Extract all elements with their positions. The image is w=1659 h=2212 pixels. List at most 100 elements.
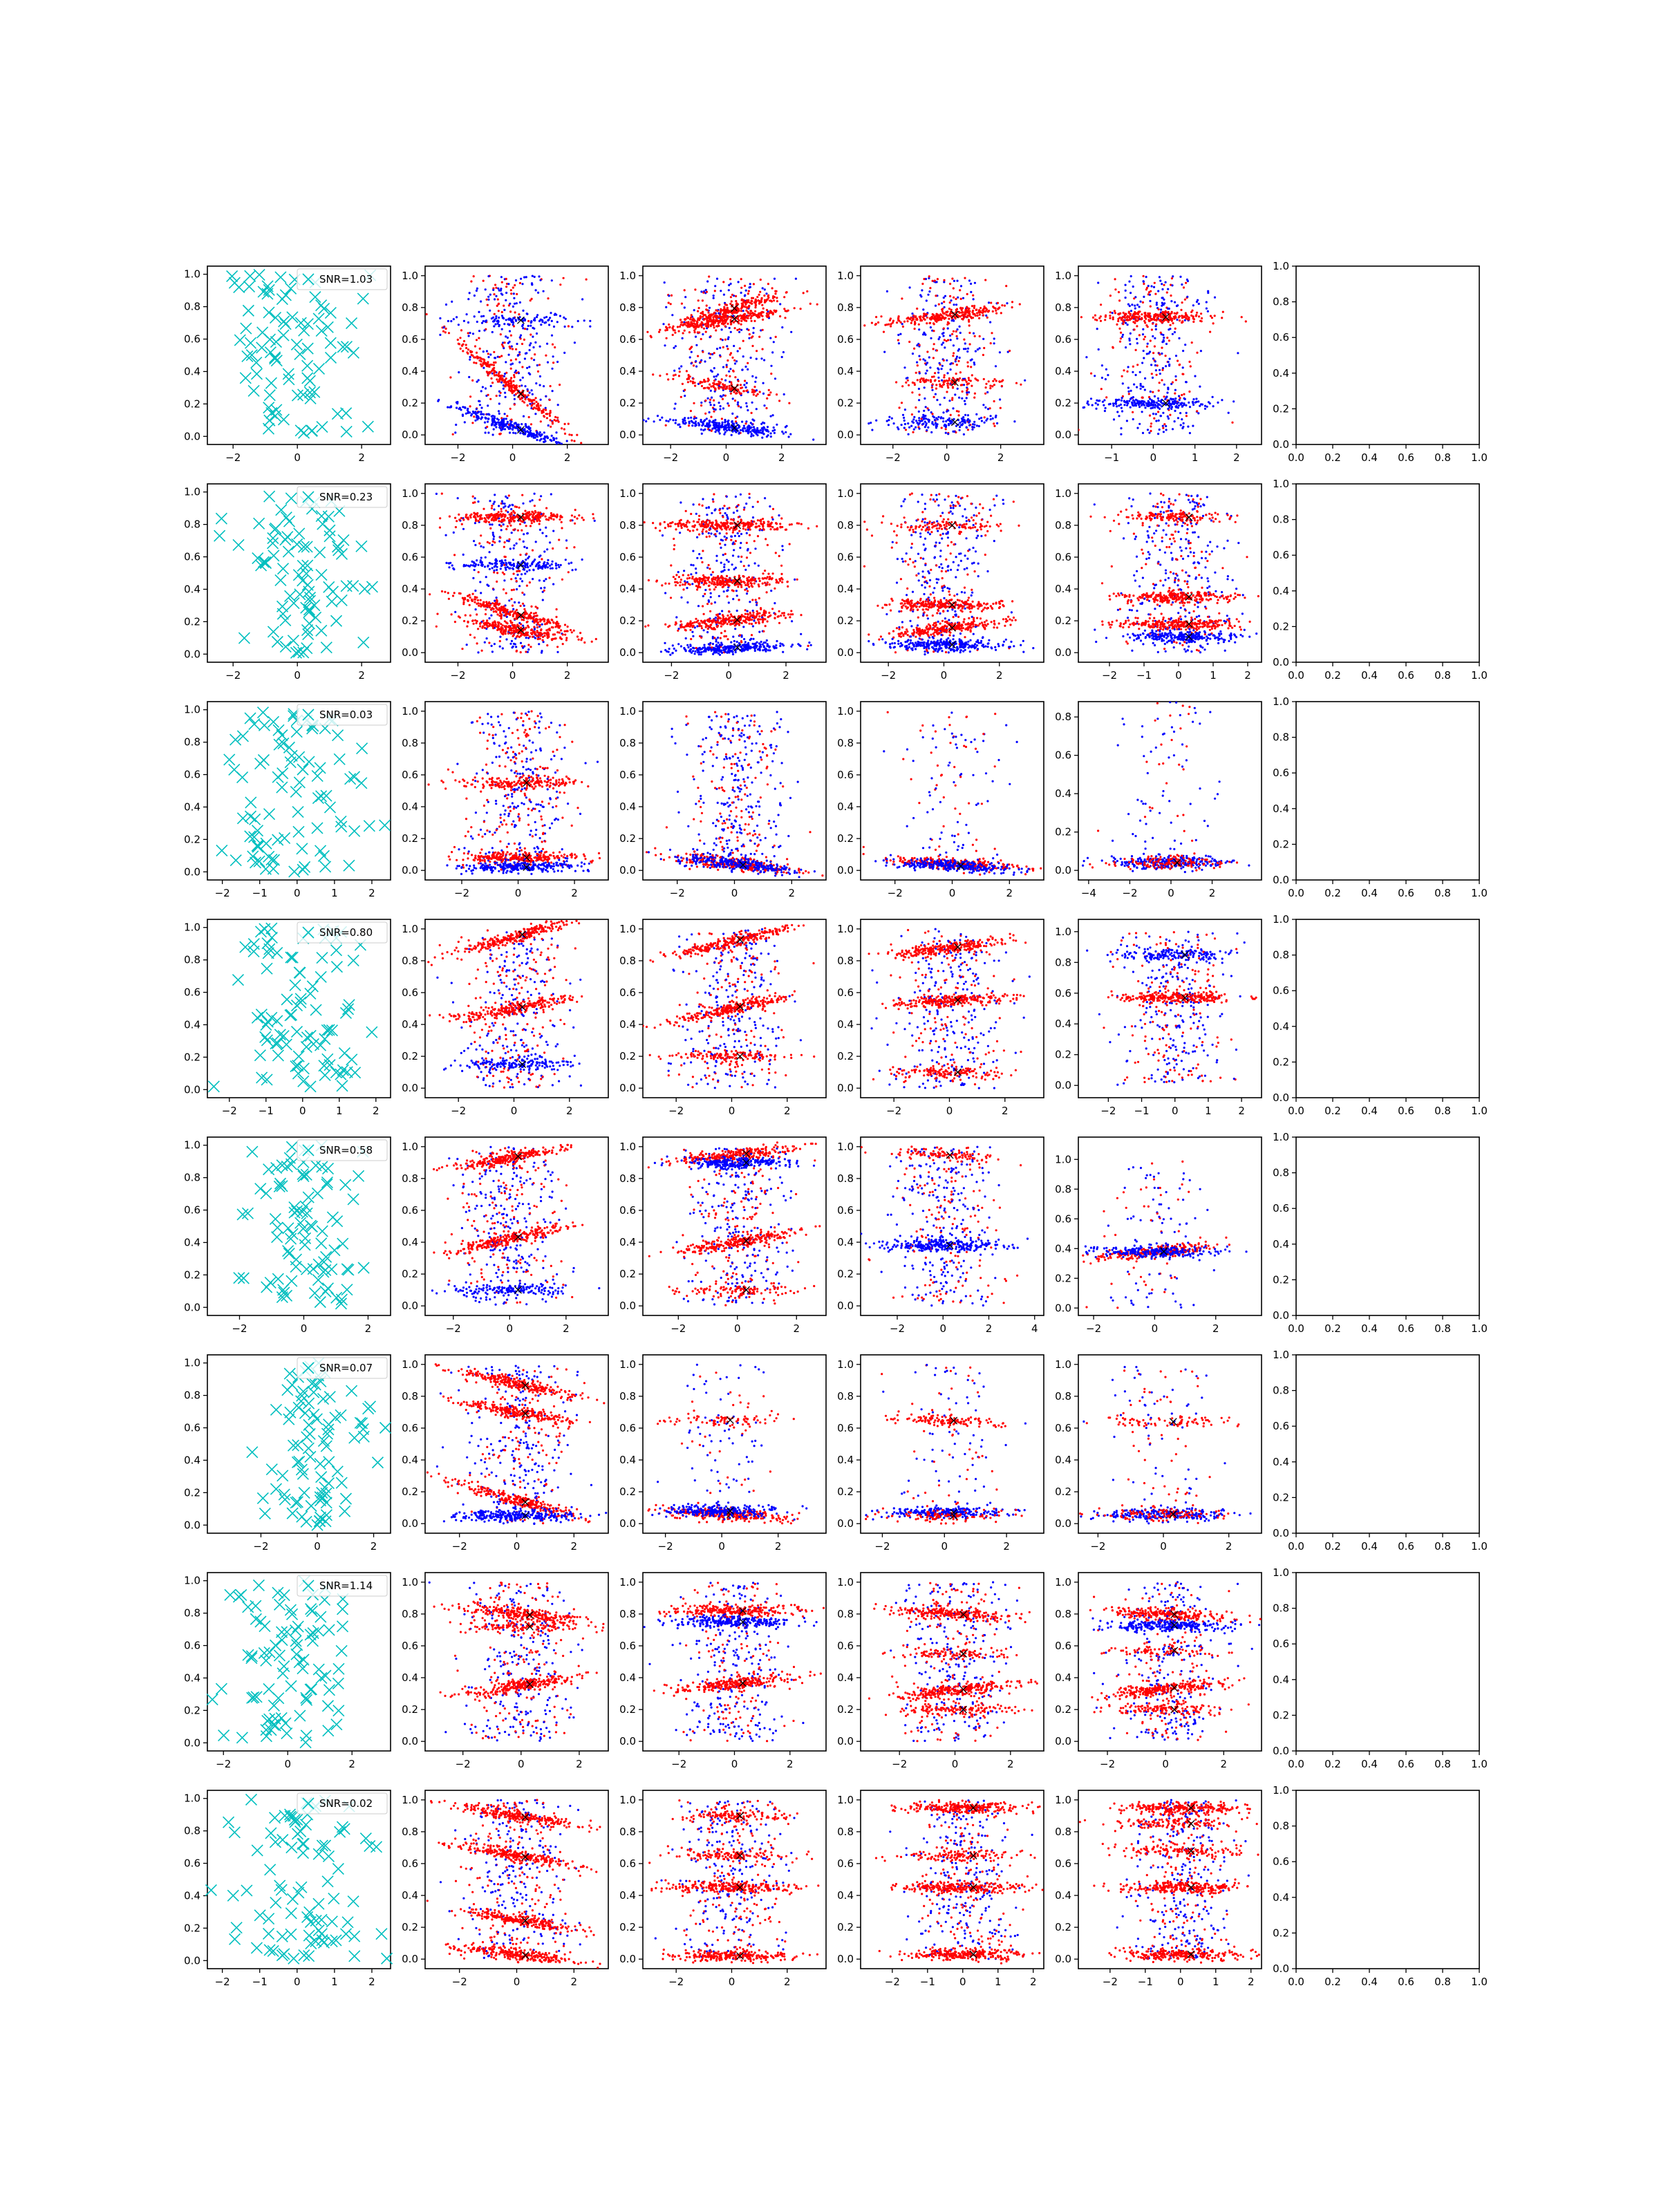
data-point xyxy=(943,306,946,309)
data-point xyxy=(455,423,458,427)
data-point xyxy=(910,316,912,319)
data-point xyxy=(675,419,677,422)
data-point xyxy=(937,415,940,418)
data-point xyxy=(440,492,443,495)
data-point xyxy=(889,317,892,320)
data-point xyxy=(942,411,945,414)
data-point xyxy=(474,419,477,422)
data-point xyxy=(543,620,546,623)
data-point xyxy=(912,418,915,421)
data-point xyxy=(462,406,465,409)
data-point xyxy=(1182,422,1185,425)
data-point xyxy=(499,423,502,426)
legend-label: SNR=0.23 xyxy=(319,491,373,503)
data-point xyxy=(1191,400,1194,403)
data-point xyxy=(928,290,931,293)
data-point xyxy=(492,503,495,505)
data-point xyxy=(922,422,925,425)
data-point xyxy=(1201,317,1203,320)
data-point xyxy=(712,322,715,325)
data-point xyxy=(536,623,539,626)
data-point xyxy=(543,317,546,319)
data-point xyxy=(1165,291,1168,294)
data-point xyxy=(1185,411,1188,415)
data-point xyxy=(750,315,753,318)
data-point xyxy=(945,424,948,427)
data-point xyxy=(505,283,509,285)
data-point xyxy=(548,414,552,418)
data-point xyxy=(1134,321,1136,324)
x-marker xyxy=(279,614,292,626)
data-point xyxy=(770,311,773,315)
data-point xyxy=(531,616,534,619)
data-point xyxy=(476,642,478,645)
data-point xyxy=(740,328,743,331)
data-point xyxy=(812,438,815,441)
data-point xyxy=(491,650,494,653)
x-tick-label: 1 xyxy=(1192,451,1199,464)
data-point xyxy=(937,371,940,374)
data-point xyxy=(742,315,744,317)
data-point xyxy=(730,322,733,325)
data-point xyxy=(682,332,684,335)
x-marker xyxy=(308,386,321,398)
data-point xyxy=(908,384,910,386)
data-point xyxy=(671,333,674,337)
data-point xyxy=(982,337,985,340)
x-tick-label: 2 xyxy=(1233,451,1240,464)
data-point xyxy=(1183,397,1185,400)
data-point xyxy=(746,307,749,310)
data-point xyxy=(514,369,518,372)
data-point xyxy=(1152,404,1155,407)
data-point xyxy=(1161,283,1163,285)
data-point xyxy=(1124,289,1127,292)
data-point xyxy=(1000,312,1002,315)
data-point xyxy=(462,350,465,353)
data-point xyxy=(735,300,738,303)
data-point xyxy=(936,317,939,319)
data-point xyxy=(767,388,770,391)
data-point xyxy=(554,415,557,419)
data-point xyxy=(505,527,508,531)
data-point xyxy=(514,284,516,287)
data-point xyxy=(467,335,470,337)
data-point xyxy=(871,429,874,431)
data-point xyxy=(512,286,514,289)
data-point xyxy=(668,418,672,421)
y-tick-label: 1.0 xyxy=(184,268,200,281)
data-point xyxy=(949,315,952,317)
data-point xyxy=(724,309,727,312)
data-point xyxy=(782,393,785,396)
data-point xyxy=(945,379,948,382)
x-marker xyxy=(252,552,264,565)
data-point xyxy=(468,603,471,606)
data-point xyxy=(718,303,721,306)
data-point xyxy=(512,547,515,550)
data-point xyxy=(918,355,921,357)
data-point xyxy=(1087,403,1090,406)
data-point xyxy=(480,413,482,415)
data-point xyxy=(550,618,553,621)
data-point xyxy=(718,324,720,327)
data-point xyxy=(720,378,723,381)
data-point xyxy=(453,554,456,556)
data-point xyxy=(484,288,487,291)
data-point xyxy=(521,591,524,594)
data-point xyxy=(934,304,937,307)
x-marker xyxy=(265,377,277,389)
data-point xyxy=(548,324,551,326)
data-point xyxy=(582,518,585,521)
data-point xyxy=(948,379,950,382)
data-point xyxy=(474,345,477,348)
data-point xyxy=(518,538,521,541)
data-point xyxy=(505,292,508,294)
data-point xyxy=(942,297,945,299)
data-point xyxy=(973,423,976,426)
data-point xyxy=(1185,381,1188,384)
data-point xyxy=(1130,275,1132,278)
data-point xyxy=(771,351,774,354)
data-point xyxy=(793,307,796,310)
data-point xyxy=(1150,399,1153,402)
data-point xyxy=(1183,298,1186,301)
data-point xyxy=(720,322,723,325)
